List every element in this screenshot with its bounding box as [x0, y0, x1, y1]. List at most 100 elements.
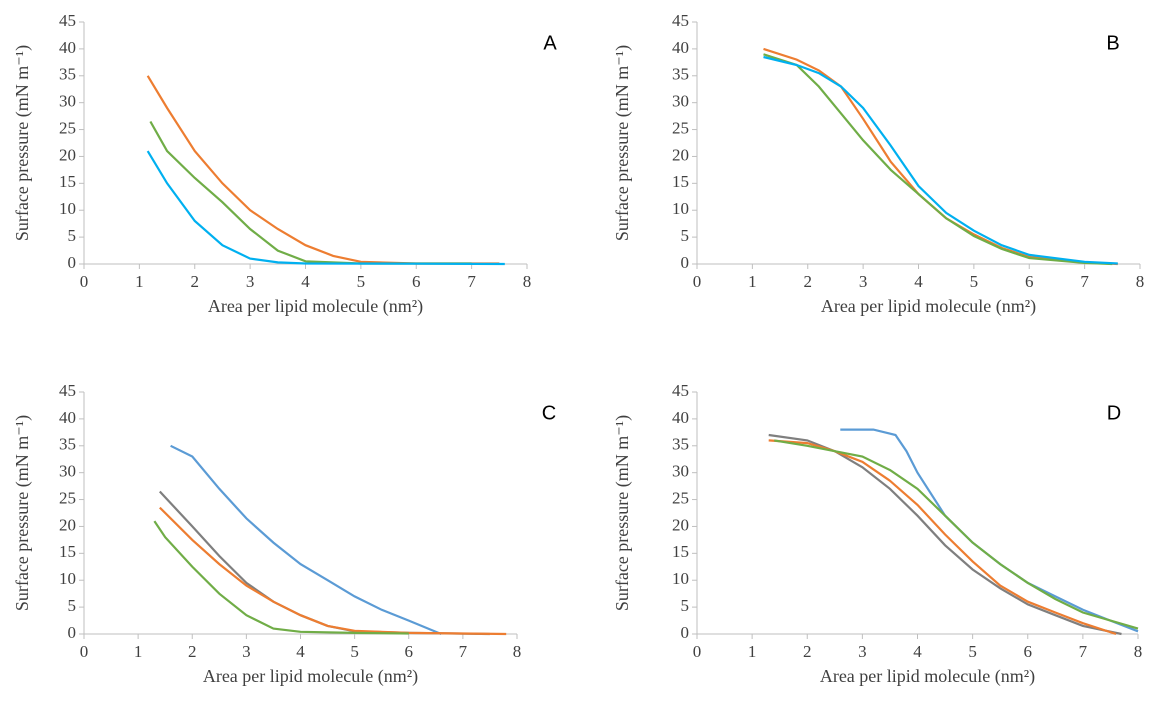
- y-tick-label: 35: [672, 435, 689, 454]
- y-tick-label: 45: [672, 381, 689, 400]
- x-tick-label: 0: [693, 642, 702, 661]
- x-tick-label: 6: [1024, 642, 1033, 661]
- x-tick-label: 6: [412, 272, 421, 291]
- y-axis-title: Surface pressure (mN m⁻¹): [612, 45, 633, 241]
- y-tick-label: 0: [681, 253, 690, 272]
- y-tick-label: 0: [68, 623, 77, 642]
- y-tick-label: 25: [672, 118, 689, 137]
- y-tick-label: 15: [672, 172, 689, 191]
- y-tick-label: 25: [59, 488, 76, 507]
- y-tick-label: 10: [59, 569, 76, 588]
- y-axis-title: Surface pressure (mN m⁻¹): [612, 415, 633, 611]
- x-tick-label: 8: [1136, 272, 1145, 291]
- x-tick-label: 8: [523, 272, 532, 291]
- data-line: [149, 120, 472, 265]
- x-tick-label: 7: [1079, 642, 1088, 661]
- y-tick-label: 20: [59, 515, 76, 534]
- x-tick-label: 5: [970, 272, 979, 291]
- x-axis-title: Area per lipid molecule (nm²): [203, 666, 418, 687]
- y-tick-label: 40: [672, 408, 689, 427]
- y-tick-label: 35: [59, 65, 76, 84]
- x-tick-label: 5: [968, 642, 977, 661]
- data-line: [159, 506, 507, 636]
- x-tick-label: 7: [467, 272, 476, 291]
- y-tick-label: 10: [672, 199, 689, 218]
- x-tick-label: 2: [191, 272, 200, 291]
- y-tick-label: 30: [59, 92, 76, 111]
- x-tick-label: 6: [405, 642, 414, 661]
- data-line: [146, 75, 500, 265]
- data-line: [840, 428, 1139, 633]
- data-line: [774, 439, 1139, 630]
- panel-label: A: [543, 32, 557, 54]
- y-tick-label: 15: [59, 542, 76, 561]
- y-axis-title: Surface pressure (mN m⁻¹): [12, 415, 33, 611]
- panel-label: C: [542, 402, 556, 424]
- y-tick-label: 35: [672, 65, 689, 84]
- x-tick-label: 0: [693, 272, 702, 291]
- data-line: [170, 444, 442, 636]
- data-line: [763, 53, 1113, 266]
- x-tick-label: 4: [301, 272, 310, 291]
- y-tick-label: 30: [59, 462, 76, 481]
- x-tick-label: 3: [858, 642, 867, 661]
- y-tick-label: 25: [672, 488, 689, 507]
- data-line: [763, 47, 1118, 266]
- y-tick-label: 45: [59, 11, 76, 30]
- data-line: [768, 439, 1117, 636]
- panel-label: D: [1107, 402, 1121, 424]
- y-tick-label: 10: [59, 199, 76, 218]
- y-tick-label: 0: [68, 253, 77, 272]
- y-tick-label: 0: [681, 623, 690, 642]
- x-tick-label: 5: [357, 272, 366, 291]
- x-tick-label: 1: [135, 272, 144, 291]
- x-tick-label: 7: [459, 642, 468, 661]
- y-tick-label: 45: [59, 381, 76, 400]
- y-tick-label: 45: [672, 11, 689, 30]
- y-tick-label: 40: [59, 408, 76, 427]
- x-tick-label: 4: [914, 272, 923, 291]
- y-tick-label: 5: [681, 226, 690, 245]
- y-tick-label: 20: [672, 145, 689, 164]
- y-tick-label: 10: [672, 569, 689, 588]
- x-tick-label: 2: [188, 642, 197, 661]
- x-tick-label: 1: [748, 272, 757, 291]
- x-tick-label: 2: [804, 272, 813, 291]
- y-tick-label: 15: [672, 542, 689, 561]
- x-axis-title: Area per lipid molecule (nm²): [821, 296, 1036, 317]
- x-axis-title: Area per lipid molecule (nm²): [208, 296, 423, 317]
- x-tick-label: 3: [242, 642, 251, 661]
- y-tick-label: 30: [672, 462, 689, 481]
- x-tick-label: 2: [803, 642, 812, 661]
- x-tick-label: 3: [246, 272, 255, 291]
- y-tick-label: 40: [59, 38, 76, 57]
- y-axis-title: Surface pressure (mN m⁻¹): [12, 45, 33, 241]
- y-tick-label: 5: [68, 596, 77, 615]
- panel-label: B: [1106, 32, 1119, 54]
- x-tick-label: 6: [1025, 272, 1034, 291]
- y-tick-label: 5: [681, 596, 690, 615]
- data-line: [763, 55, 1118, 265]
- y-tick-label: 15: [59, 172, 76, 191]
- y-tick-label: 5: [68, 226, 77, 245]
- x-tick-label: 5: [350, 642, 359, 661]
- x-tick-label: 0: [80, 272, 89, 291]
- y-tick-label: 25: [59, 118, 76, 137]
- x-axis-title: Area per lipid molecule (nm²): [820, 666, 1035, 687]
- x-tick-label: 1: [748, 642, 757, 661]
- data-line: [146, 150, 505, 266]
- y-tick-label: 40: [672, 38, 689, 57]
- x-tick-label: 1: [134, 642, 143, 661]
- y-tick-label: 30: [672, 92, 689, 111]
- x-tick-label: 8: [513, 642, 522, 661]
- x-tick-label: 7: [1080, 272, 1089, 291]
- x-tick-label: 4: [913, 642, 922, 661]
- x-tick-label: 0: [80, 642, 89, 661]
- x-tick-label: 8: [1134, 642, 1143, 661]
- y-tick-label: 35: [59, 435, 76, 454]
- y-tick-label: 20: [59, 145, 76, 164]
- data-line: [153, 520, 409, 635]
- x-tick-label: 4: [296, 642, 305, 661]
- x-tick-label: 3: [859, 272, 868, 291]
